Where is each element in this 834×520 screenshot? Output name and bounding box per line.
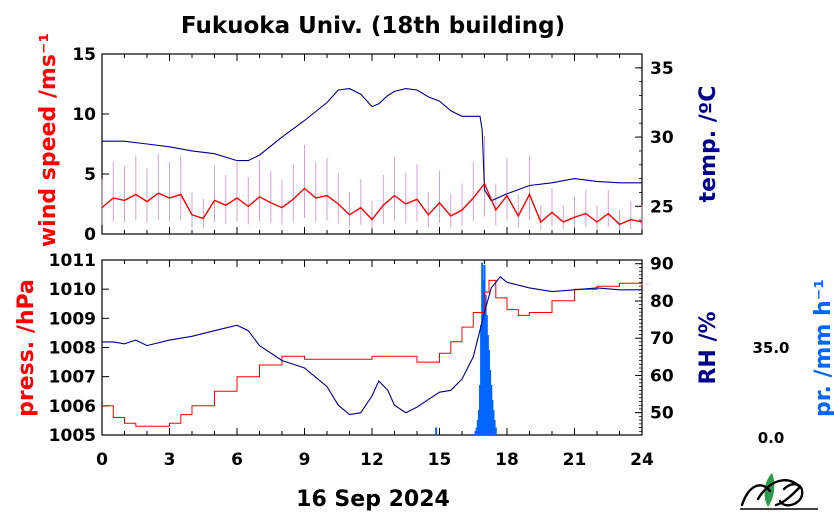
precipitation-axis-label: pr. /mm h⁻¹ (811, 279, 834, 417)
fues-logo (740, 473, 818, 510)
precip-scale-max: 35.0 (752, 339, 789, 357)
top-panel-series (101, 88, 643, 231)
x-tick-label: 18 (495, 450, 519, 470)
x-tick-label: 24 (630, 450, 654, 470)
precipitation-bar (435, 427, 438, 435)
humidity-line (102, 276, 642, 416)
top-panel-ticks: 0 5 10 15 25 30 35 (72, 45, 674, 245)
top-ytick-right-label: 30 (650, 128, 674, 148)
bottom-ytick-left-label: 1007 (49, 368, 96, 388)
precipitation-bar (485, 315, 488, 435)
x-tick-label: 3 (164, 450, 176, 470)
precipitation-bar (479, 385, 481, 435)
wind-speed-line (101, 182, 643, 226)
bottom-ytick-right-label: 60 (650, 366, 674, 386)
temperature-axis-label: temp. /ºC (696, 86, 721, 203)
precipitation-bar (488, 350, 490, 435)
pressure-line (102, 279, 643, 427)
x-tick-label: 15 (428, 450, 452, 470)
wind-gust-range (101, 136, 643, 231)
precipitation-bar (482, 280, 485, 435)
bottom-panel-frame (101, 259, 643, 436)
precipitation-bar (475, 427, 478, 435)
x-tick-label: 9 (299, 450, 311, 470)
x-tick-label: 6 (231, 450, 243, 470)
x-tick-label: 0 (96, 450, 108, 470)
top-ytick-left-label: 10 (72, 105, 96, 125)
top-ytick-left-label: 0 (84, 225, 96, 245)
x-tick-label: 21 (563, 450, 587, 470)
precipitation-bar (483, 265, 486, 435)
pressure-axis-label: press. /hPa (14, 279, 39, 417)
bottom-ytick-left-label: 1011 (49, 251, 96, 271)
precipitation-bar (481, 262, 484, 435)
bottom-ytick-right-label: 90 (650, 255, 674, 275)
bottom-ytick-right-label: 50 (650, 404, 674, 424)
temperature-line (102, 88, 642, 202)
wind-speed-axis-label: wind speed /ms⁻¹ (36, 33, 61, 247)
precipitation-bar (493, 420, 496, 435)
bottom-panel-series (102, 262, 643, 435)
precipitation-bar (491, 400, 494, 435)
bottom-ytick-right-label: 70 (650, 329, 674, 349)
top-ytick-left-label: 5 (84, 165, 96, 185)
precipitation-bar (494, 427, 497, 435)
bottom-ytick-left-label: 1009 (49, 309, 96, 329)
top-ytick-right-label: 35 (650, 59, 674, 79)
bottom-ytick-left-label: 1005 (49, 426, 96, 446)
precipitation-bar (477, 410, 480, 435)
date-label: 16 Sep 2024 (296, 487, 450, 512)
top-ytick-left-label: 15 (72, 45, 96, 65)
bottom-panel-ticks: 1005 1006 1007 1008 1009 1010 1011 50 60 70 80 90 0 3… (49, 251, 674, 470)
x-tick-label: 12 (360, 450, 384, 470)
precipitation-bar (484, 295, 487, 435)
precipitation-bar (486, 335, 489, 435)
precipitation-bar (474, 431, 477, 435)
precipitation-bar (476, 420, 479, 435)
precip-scale-min: 0.0 (758, 429, 785, 447)
precipitation-bar (492, 410, 495, 435)
precipitation-bar (489, 370, 492, 435)
precipitation-bar (490, 385, 493, 435)
bottom-ytick-left-label: 1008 (49, 339, 96, 359)
precipitation-bar (480, 325, 483, 435)
humidity-axis-label: RH /% (696, 311, 721, 384)
top-ytick-right-label: 25 (650, 197, 674, 217)
logo-swoosh-icon (740, 479, 804, 507)
bottom-ytick-left-label: 1010 (49, 280, 96, 300)
bottom-ytick-right-label: 80 (650, 292, 674, 312)
chart-title: Fukuoka Univ. (18th building) (181, 13, 565, 39)
bottom-ytick-left-label: 1006 (49, 397, 96, 417)
